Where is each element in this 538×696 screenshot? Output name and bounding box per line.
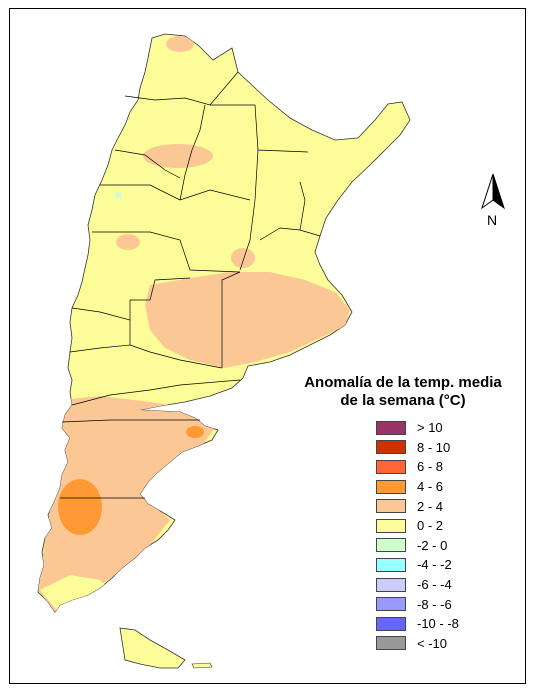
legend-swatch bbox=[376, 636, 406, 651]
zone-4-6-southwest bbox=[58, 479, 102, 535]
legend-swatch bbox=[376, 538, 406, 553]
legend-swatch bbox=[376, 518, 406, 533]
zone-minus2-0 bbox=[115, 191, 121, 199]
islas-de-los-estados bbox=[191, 662, 213, 669]
legend-item: 6 - 8 bbox=[376, 457, 518, 477]
province-borders bbox=[60, 71, 321, 499]
legend-item: > 10 bbox=[376, 418, 518, 438]
legend-label: -4 - -2 bbox=[417, 557, 452, 573]
legend-item: -10 - -8 bbox=[376, 614, 518, 634]
legend-swatch bbox=[376, 577, 406, 592]
legend-items: > 10 8 - 10 6 - 8 4 - 6 2 - 4 0 - 2 -2 - 0 -4 -… bbox=[376, 418, 518, 653]
legend-title-line1: Anomalía de la temp. media bbox=[304, 374, 502, 391]
legend-label: 8 - 10 bbox=[417, 439, 451, 455]
legend-title-line2: de la semana (°C) bbox=[340, 392, 466, 409]
zone-2-4-south bbox=[38, 396, 215, 612]
zone-2-4-west bbox=[116, 234, 140, 250]
legend-label: < -10 bbox=[417, 635, 447, 651]
legend-swatch bbox=[376, 499, 406, 514]
zone-2-4-north-b bbox=[166, 36, 194, 52]
zone-0-2-tip bbox=[40, 575, 110, 612]
legend-swatch bbox=[376, 420, 406, 435]
zone-4-6-coast bbox=[186, 426, 204, 438]
legend-label: -6 - -4 bbox=[417, 577, 452, 593]
legend-swatch bbox=[376, 557, 406, 572]
legend-item: 4 - 6 bbox=[376, 477, 518, 497]
legend-swatch bbox=[376, 616, 406, 631]
legend: Anomalía de la temp. media de la semana … bbox=[288, 374, 518, 653]
north-arrow: N bbox=[478, 172, 508, 232]
country-shape bbox=[37, 33, 411, 669]
legend-label: > 10 bbox=[417, 420, 443, 436]
legend-item: -6 - -4 bbox=[376, 575, 518, 595]
legend-label: 2 - 4 bbox=[417, 498, 444, 514]
legend-item: 0 - 2 bbox=[376, 516, 518, 536]
legend-item: -8 - -6 bbox=[376, 594, 518, 614]
legend-swatch bbox=[376, 459, 406, 474]
legend-label: -2 - 0 bbox=[417, 537, 448, 553]
zone-2-4-north-a bbox=[143, 144, 213, 168]
north-arrow-icon bbox=[481, 173, 505, 210]
zone-2-4-center bbox=[145, 272, 350, 368]
legend-item: 8 - 10 bbox=[376, 438, 518, 458]
anomaly-zones bbox=[38, 36, 350, 612]
legend-label: -10 - -8 bbox=[417, 616, 459, 632]
legend-item: -4 - -2 bbox=[376, 555, 518, 575]
legend-swatch bbox=[376, 440, 406, 455]
legend-swatch bbox=[376, 597, 406, 612]
legend-item: < -10 bbox=[376, 634, 518, 654]
legend-label: 6 - 8 bbox=[417, 459, 444, 475]
legend-swatch bbox=[376, 479, 406, 494]
legend-item: 2 - 4 bbox=[376, 496, 518, 516]
legend-label: 0 - 2 bbox=[417, 518, 444, 534]
zone-2-4-east bbox=[231, 248, 255, 268]
legend-item: -2 - 0 bbox=[376, 536, 518, 556]
legend-label: 4 - 6 bbox=[417, 479, 444, 495]
north-label: N bbox=[487, 212, 498, 228]
tierra-del-fuego bbox=[119, 627, 186, 669]
legend-label: -8 - -6 bbox=[417, 596, 452, 612]
